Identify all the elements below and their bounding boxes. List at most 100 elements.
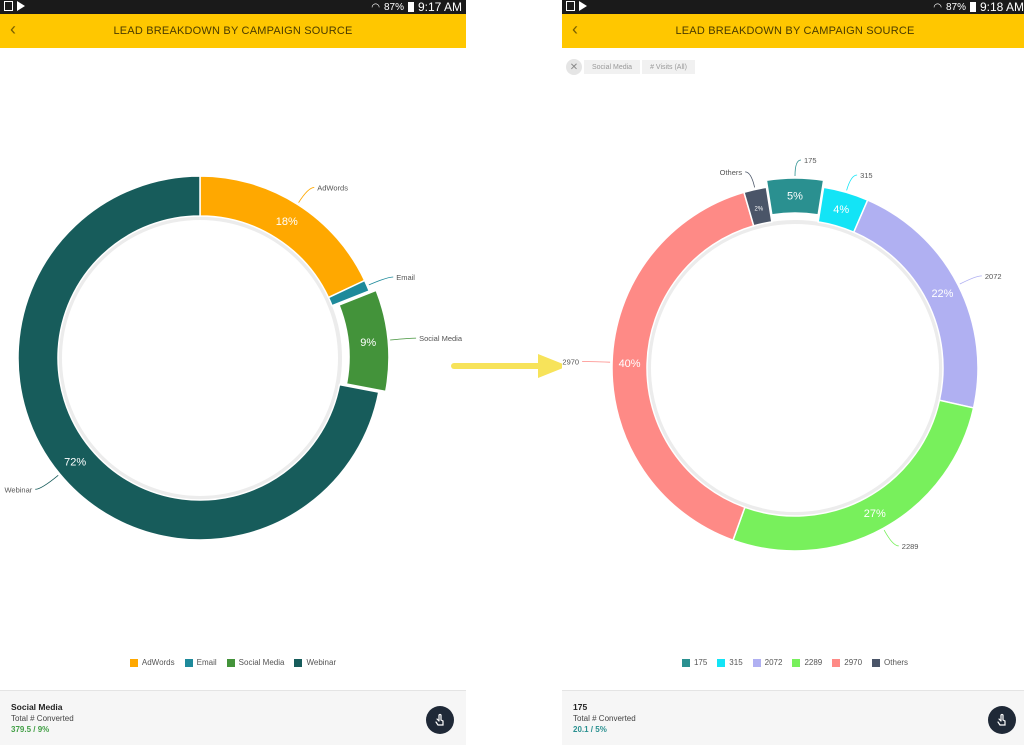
- legend-item[interactable]: 175: [681, 658, 708, 667]
- legend-swatch: [226, 658, 235, 667]
- clear-filter-close-icon[interactable]: ✕: [566, 59, 582, 75]
- pie-slice[interactable]: [732, 399, 975, 552]
- legend-label: Social Media: [238, 658, 285, 667]
- callout-line: [745, 171, 756, 188]
- selection-value: 20.1 / 5%: [573, 725, 607, 734]
- play-store-notification-icon: [17, 1, 25, 11]
- left-screen: ◠ 87% 9:17 AM ‹ LEAD BREAKDOWN BY CAMPAI…: [0, 0, 466, 745]
- hand-pointer-icon: [997, 713, 1006, 726]
- status-bar: ◠ 87% 9:18 AM: [562, 0, 1024, 14]
- header-bar: ‹ LEAD BREAKDOWN BY CAMPAIGN SOURCE: [0, 14, 466, 48]
- legend-item[interactable]: 2289: [792, 658, 822, 667]
- wifi-icon: ◠: [933, 1, 942, 13]
- back-chevron-icon[interactable]: ‹: [572, 19, 578, 39]
- legend-label: 2072: [764, 658, 783, 667]
- legend-label: AdWords: [141, 658, 175, 667]
- legend-swatch: [129, 658, 138, 667]
- pie-slice[interactable]: [199, 175, 366, 299]
- callout-label: Others: [720, 168, 743, 177]
- selection-footer: 175 Total # Converted 20.1 / 5%: [562, 690, 1024, 745]
- legend-swatch: [752, 658, 761, 667]
- callout-label: Webinar: [4, 485, 32, 494]
- selection-title: 175: [573, 702, 588, 712]
- legend-item[interactable]: Others: [872, 658, 908, 667]
- wifi-icon: ◠: [371, 1, 380, 13]
- pie-slice[interactable]: [327, 279, 371, 307]
- play-store-notification-icon: [579, 1, 587, 11]
- callout-label: Social Media: [419, 334, 463, 343]
- callout-line: [846, 174, 858, 191]
- selection-title: Social Media: [11, 702, 63, 712]
- callout-line: [390, 337, 417, 341]
- legend-label: 2970: [844, 658, 863, 667]
- callout-label: 175: [804, 156, 817, 165]
- callout-line: [298, 187, 315, 203]
- touch-gesture-button[interactable]: [988, 706, 1016, 734]
- pie-slice[interactable]: [338, 289, 390, 393]
- chart-legend: 175 315 2072 2289 2970 Others: [562, 658, 1024, 667]
- slice-percent-label: 5%: [787, 191, 803, 203]
- chart-legend: AdWords Email Social Media Webinar: [0, 658, 466, 667]
- page-title: LEAD BREAKDOWN BY CAMPAIGN SOURCE: [113, 25, 353, 37]
- legend-item[interactable]: Social Media: [226, 658, 285, 667]
- legend-swatch: [717, 658, 726, 667]
- callout-line: [35, 474, 59, 490]
- selection-subtitle: Total # Converted: [573, 714, 636, 723]
- callout-line: [794, 159, 802, 177]
- legend-label: Others: [884, 658, 909, 667]
- callout-line: [582, 361, 611, 363]
- pie-slice[interactable]: [852, 199, 979, 409]
- battery-icon: [407, 2, 414, 12]
- selection-subtitle: Total # Converted: [11, 714, 74, 723]
- filter-breadcrumb: ✕ Social Media # Visits (All): [566, 58, 695, 76]
- slice-percent-label: 40%: [619, 358, 641, 370]
- legend-label: 175: [693, 658, 708, 667]
- breadcrumb-social-media[interactable]: Social Media: [584, 60, 641, 74]
- breadcrumb-visits[interactable]: # Visits (All): [642, 60, 695, 74]
- legend-label: 315: [729, 658, 743, 667]
- callout-label: 2289: [902, 542, 919, 551]
- legend-swatch: [832, 658, 841, 667]
- battery-percent: 87%: [383, 1, 404, 13]
- donut-chart: 5% 175 4% 315 22% 2072 27% 2289 40% 2970 2% Others: [562, 156, 1002, 552]
- slice-percent-label: 22%: [931, 288, 953, 300]
- legend-item[interactable]: 2072: [752, 658, 783, 667]
- status-bar: ◠ 87% 9:17 AM: [0, 0, 466, 14]
- back-chevron-icon[interactable]: ‹: [10, 19, 16, 39]
- touch-gesture-button[interactable]: [426, 706, 454, 734]
- right-screen: ◠ 87% 9:18 AM ‹ LEAD BREAKDOWN BY CAMPAI…: [562, 0, 1024, 745]
- legend-swatch: [184, 658, 193, 667]
- legend-swatch: [294, 658, 303, 667]
- legend-item[interactable]: Email: [184, 658, 217, 667]
- inner-ring: [647, 220, 943, 516]
- transition-arrow: [451, 354, 568, 378]
- callout-line: [368, 276, 394, 286]
- pie-slice[interactable]: [743, 186, 773, 227]
- callout-label: AdWords: [317, 183, 348, 192]
- gallery-notification-icon: [4, 1, 13, 11]
- slice-percent-label: 9%: [360, 337, 376, 349]
- legend-swatch: [681, 658, 690, 667]
- legend-item[interactable]: Webinar: [294, 658, 336, 667]
- legend-item[interactable]: AdWords: [129, 658, 175, 667]
- hand-pointer-icon: [435, 713, 444, 726]
- header-bar: ‹ LEAD BREAKDOWN BY CAMPAIGN SOURCE: [562, 14, 1024, 48]
- callout-label: Email: [396, 273, 415, 282]
- legend-swatch: [872, 658, 881, 667]
- pie-slice[interactable]: [17, 175, 380, 541]
- clock: 9:18 AM: [979, 0, 1024, 14]
- donut-chart: 18% AdWords Email 9% Social Media 72% Webinar: [4, 175, 463, 541]
- legend-item[interactable]: 315: [717, 658, 743, 667]
- pie-slice[interactable]: [765, 177, 825, 216]
- selection-value: 379.5 / 9%: [11, 725, 50, 734]
- slice-percent-label: 27%: [864, 508, 886, 520]
- selection-footer: Social Media Total # Converted 379.5 / 9…: [0, 690, 466, 745]
- callout-label: 2970: [562, 357, 579, 366]
- legend-label: Email: [196, 658, 217, 667]
- callout-line: [959, 275, 982, 285]
- callout-line: [883, 529, 899, 547]
- legend-item[interactable]: 2970: [832, 658, 862, 667]
- legend-swatch: [792, 658, 801, 667]
- gallery-notification-icon: [566, 1, 575, 11]
- legend-label: 2289: [804, 658, 823, 667]
